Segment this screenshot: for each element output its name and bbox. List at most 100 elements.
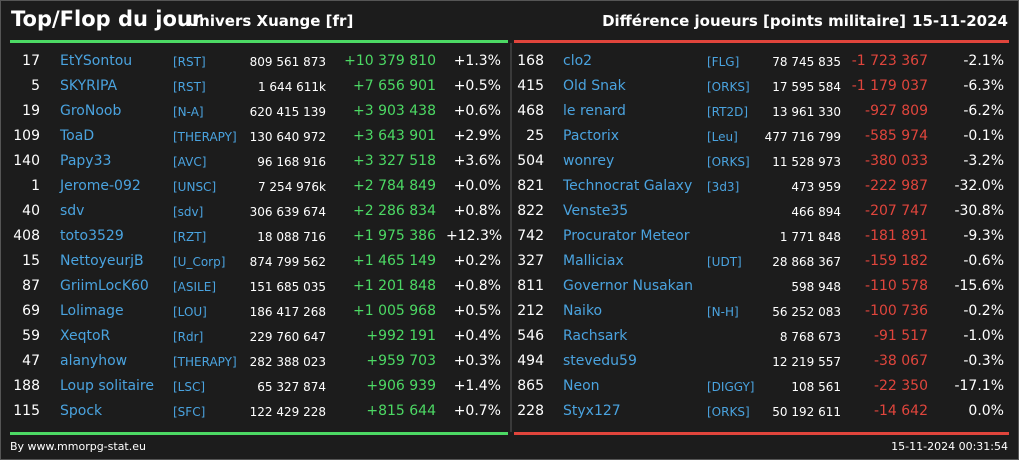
player-row: 87 GriimLocK60 [ASILE] 151 685 035 +1 201 84… xyxy=(11,274,508,299)
player-row: 811 Governor Nusakan 598 948 -110 578 -15.6% xyxy=(514,274,1009,299)
player-rank: 69 xyxy=(22,303,40,319)
player-name-link[interactable]: Lolimage xyxy=(60,303,124,319)
flop-players-list: 168 clo2 [FLG] 78 745 835 -1 723 367 -2.1% 415… xyxy=(514,49,1009,424)
alliance-tag[interactable]: [UNSC] xyxy=(173,180,217,194)
alliance-tag[interactable]: [SFC] xyxy=(173,405,206,419)
points-difference: -38 067 xyxy=(873,353,928,369)
alliance-tag[interactable]: [THERAPY] xyxy=(173,130,237,144)
alliance-tag[interactable]: [RT2D] xyxy=(707,105,749,119)
alliance-tag[interactable]: [AVC] xyxy=(173,155,207,169)
player-points: 50 192 611 xyxy=(772,405,841,419)
alliance-tag[interactable]: [RST] xyxy=(173,80,206,94)
player-name-link[interactable]: Spock xyxy=(60,403,103,419)
player-name-link[interactable]: GroNoob xyxy=(60,103,122,119)
player-name-link[interactable]: Naiko xyxy=(563,303,603,319)
alliance-tag[interactable]: [3d3] xyxy=(707,180,740,194)
alliance-tag[interactable]: [N-A] xyxy=(173,105,204,119)
percent-change: -6.3% xyxy=(963,78,1004,94)
alliance-tag[interactable]: [Leu] xyxy=(707,130,738,144)
points-difference: +2 286 834 xyxy=(353,203,436,219)
player-rank: 546 xyxy=(517,328,544,344)
player-name-link[interactable]: alanyhow xyxy=(60,353,128,369)
alliance-tag[interactable]: [RZT] xyxy=(173,230,207,244)
player-row: 188 Loup solitaire [LSC] 65 327 874 +906 939… xyxy=(11,374,508,399)
player-row: 25 Pactorix [Leu] 477 716 799 -585 974 -0.1% xyxy=(514,124,1009,149)
player-name-link[interactable]: NettoyeurjB xyxy=(60,253,144,269)
percent-change: +1.4% xyxy=(453,378,501,394)
top-accent-bar xyxy=(10,40,508,43)
player-rank: 109 xyxy=(13,128,40,144)
player-name-link[interactable]: Procurator Meteor xyxy=(563,228,690,244)
player-name-link[interactable]: ToaD xyxy=(60,128,95,144)
player-name-link[interactable]: clo2 xyxy=(563,53,593,69)
player-name-link[interactable]: XeqtoR xyxy=(60,328,111,344)
alliance-tag[interactable]: [UDT] xyxy=(707,255,742,269)
player-name-link[interactable]: Old Snak xyxy=(563,78,626,94)
percent-change: -15.6% xyxy=(954,278,1004,294)
player-points: 809 561 873 xyxy=(249,55,326,69)
alliance-tag[interactable]: [sdv] xyxy=(173,205,204,219)
player-row: 742 Procurator Meteor 1 771 848 -181 891 -9.… xyxy=(514,224,1009,249)
player-name-link[interactable]: stevedu59 xyxy=(563,353,637,369)
player-row: 17 EtYSontou [RST] 809 561 873 +10 379 810 +1… xyxy=(11,49,508,74)
player-rank: 25 xyxy=(526,128,544,144)
player-name-link[interactable]: toto3529 xyxy=(60,228,124,244)
player-points: 96 168 916 xyxy=(257,155,326,169)
percent-change: +0.6% xyxy=(453,103,501,119)
player-name-link[interactable]: sdv xyxy=(60,203,85,219)
percent-change: +0.8% xyxy=(453,203,501,219)
player-name-link[interactable]: Papy33 xyxy=(60,153,112,169)
alliance-tag[interactable]: [DIGGY] xyxy=(707,380,755,394)
player-points: 306 639 674 xyxy=(249,205,326,219)
alliance-tag[interactable]: [ASILE] xyxy=(173,280,216,294)
alliance-tag[interactable]: [LSC] xyxy=(173,380,206,394)
alliance-tag[interactable]: [ORKS] xyxy=(707,405,750,419)
points-difference: +959 703 xyxy=(366,353,436,369)
player-rank: 19 xyxy=(22,103,40,119)
player-name-link[interactable]: Rachsark xyxy=(563,328,628,344)
player-name-link[interactable]: GriimLocK60 xyxy=(60,278,149,294)
percent-change: +0.5% xyxy=(453,303,501,319)
player-name-link[interactable]: Jerome-092 xyxy=(60,178,141,194)
points-difference: -585 974 xyxy=(865,128,928,144)
alliance-tag[interactable]: [U_Corp] xyxy=(173,255,226,269)
player-rank: 822 xyxy=(517,203,544,219)
alliance-tag[interactable]: [LOU] xyxy=(173,305,207,319)
points-difference: -22 350 xyxy=(873,378,928,394)
player-rank: 865 xyxy=(517,378,544,394)
percent-change: -0.6% xyxy=(963,253,1004,269)
points-difference: -110 578 xyxy=(865,278,928,294)
player-name-link[interactable]: wonrey xyxy=(563,153,615,169)
player-name-link[interactable]: Venste35 xyxy=(563,203,629,219)
alliance-tag[interactable]: [FLG] xyxy=(707,55,740,69)
player-points: 473 959 xyxy=(791,180,841,194)
player-row: 1 Jerome-092 [UNSC] 7 254 976k +2 784 849 +0.… xyxy=(11,174,508,199)
percent-change: +3.6% xyxy=(453,153,501,169)
top-bottom-bar xyxy=(10,432,508,435)
player-name-link[interactable]: EtYSontou xyxy=(60,53,133,69)
alliance-tag[interactable]: [Rdr] xyxy=(173,330,204,344)
player-rank: 327 xyxy=(517,253,544,269)
alliance-tag[interactable]: [RST] xyxy=(173,55,206,69)
player-points: 874 799 562 xyxy=(249,255,326,269)
player-name-link[interactable]: Styx127 xyxy=(563,403,621,419)
player-row: 821 Technocrat Galaxy [3d3] 473 959 -222 987… xyxy=(514,174,1009,199)
player-name-link[interactable]: le renard xyxy=(563,103,626,119)
player-name-link[interactable]: Malliciax xyxy=(563,253,624,269)
alliance-tag[interactable]: [ORKS] xyxy=(707,80,750,94)
player-rank: 821 xyxy=(517,178,544,194)
flop-accent-bar xyxy=(514,40,1009,43)
percent-change: -9.3% xyxy=(963,228,1004,244)
player-row: 546 Rachsark 8 768 673 -91 517 -1.0% xyxy=(514,324,1009,349)
player-rank: 408 xyxy=(13,228,40,244)
alliance-tag[interactable]: [ORKS] xyxy=(707,155,750,169)
player-name-link[interactable]: Pactorix xyxy=(563,128,620,144)
player-name-link[interactable]: Governor Nusakan xyxy=(563,278,693,294)
player-name-link[interactable]: Loup solitaire xyxy=(60,378,154,394)
player-name-link[interactable]: Neon xyxy=(563,378,600,394)
alliance-tag[interactable]: [THERAPY] xyxy=(173,355,237,369)
percent-change: +0.7% xyxy=(453,403,501,419)
player-name-link[interactable]: Technocrat Galaxy xyxy=(563,178,693,194)
player-name-link[interactable]: SKYRIPA xyxy=(60,78,118,94)
alliance-tag[interactable]: [N-H] xyxy=(707,305,739,319)
